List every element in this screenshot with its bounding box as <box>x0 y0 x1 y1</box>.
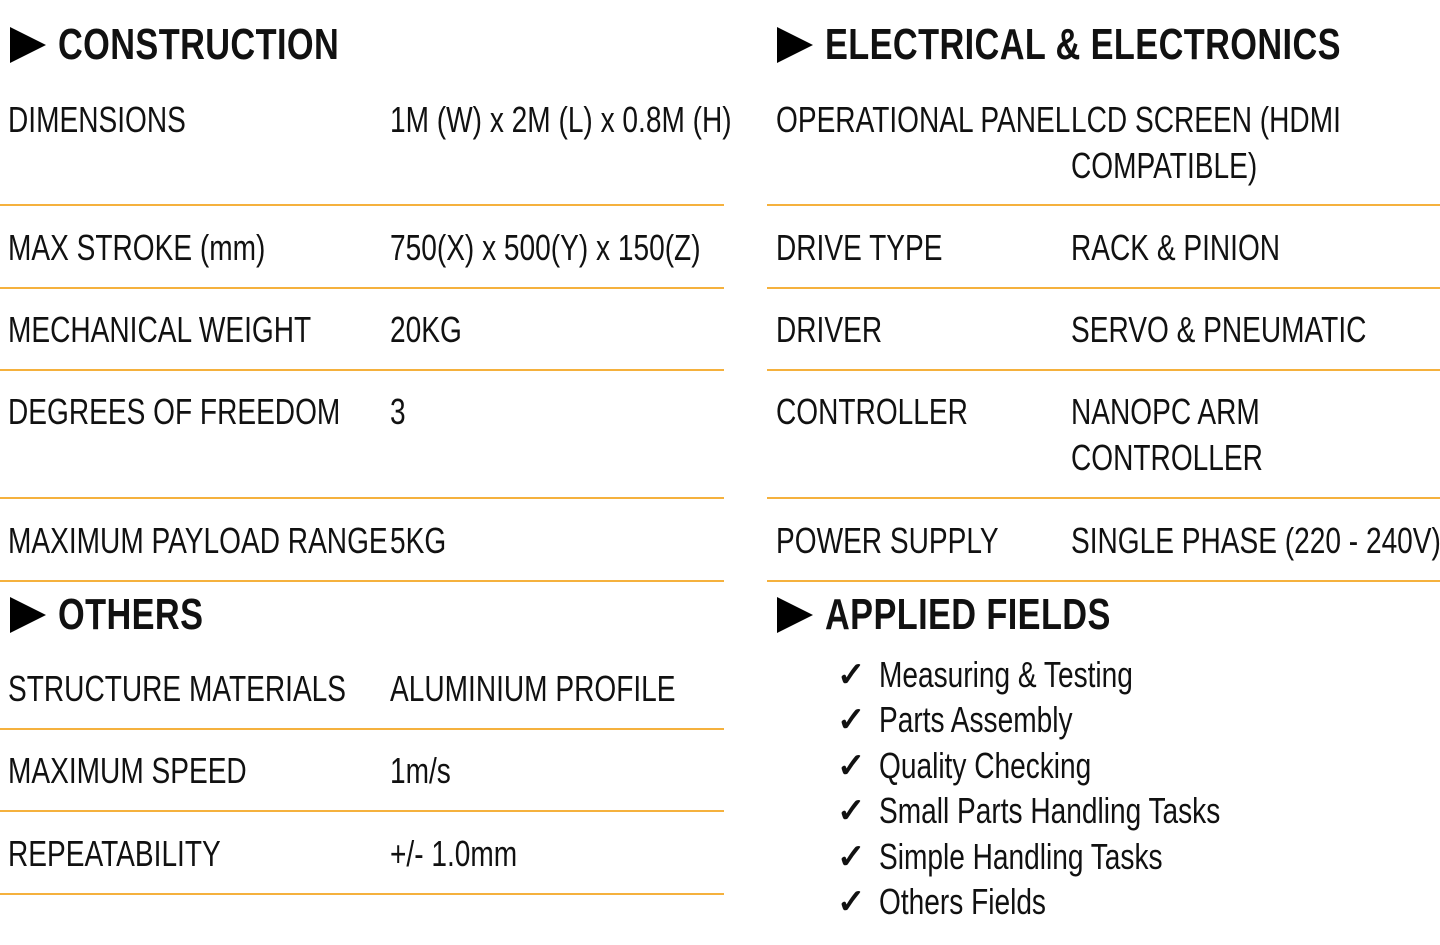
check-icon: ✓ <box>837 792 866 830</box>
triangle-bullet-icon <box>10 597 46 633</box>
spec-label: OPERATIONAL PANEL <box>776 99 1071 140</box>
spec-row: MECHANICAL WEIGHT 20KG <box>0 289 724 371</box>
spec-value: 3 <box>390 391 406 432</box>
spec-label: DRIVE TYPE <box>776 227 943 268</box>
spec-value: 5KG <box>390 520 447 561</box>
spec-value: +/- 1.0mm <box>390 833 518 874</box>
spec-row: DRIVE TYPE RACK & PINION <box>767 206 1440 289</box>
section-title: APPLIED FIELDS <box>825 590 1111 639</box>
spec-row: MAXIMUM SPEED 1m/s <box>0 730 724 812</box>
electrical-heading: ELECTRICAL & ELECTRONICS <box>767 20 1440 70</box>
triangle-bullet-icon <box>777 597 813 633</box>
list-item: ✓ Parts Assembly <box>837 697 1127 743</box>
spec-value: LCD SCREEN (HDMI <box>1071 99 1341 140</box>
construction-heading: CONSTRUCTION <box>0 20 418 70</box>
list-item: ✓ Others Fields <box>837 879 1093 925</box>
spec-row: MAX STROKE (mm) 750(X) x 500(Y) x 150(Z) <box>0 206 724 289</box>
list-item-text: Small Parts Handling Tasks <box>879 790 1221 831</box>
spec-label: MAXIMUM SPEED <box>8 750 247 791</box>
spec-label: POWER SUPPLY <box>776 520 999 561</box>
spec-value: RACK & PINION <box>1071 227 1281 268</box>
triangle-bullet-icon <box>777 27 813 63</box>
spec-row: OPERATIONAL PANEL LCD SCREEN (HDMI COMPAT… <box>767 75 1440 206</box>
check-icon: ✓ <box>837 838 866 876</box>
spec-value: SERVO & PNEUMATIC <box>1071 309 1367 350</box>
others-heading: OTHERS <box>0 590 244 640</box>
section-title: ELECTRICAL & ELECTRONICS <box>825 20 1341 69</box>
spec-value: 1M (W) x 2M (L) x 0.8M (H) <box>390 99 732 140</box>
spec-value: ALUMINIUM PROFILE <box>390 668 676 709</box>
list-item: ✓ Small Parts Handling Tasks <box>837 788 1317 834</box>
list-item-text: Measuring & Testing <box>879 654 1133 695</box>
spec-value: SINGLE PHASE (220 - 240V) <box>1071 520 1440 561</box>
spec-label: MAX STROKE (mm) <box>8 227 266 268</box>
spec-value-line2: CONTROLLER <box>1071 437 1263 478</box>
spec-label: DEGREES OF FREEDOM <box>8 391 341 432</box>
spec-row: DIMENSIONS 1M (W) x 2M (L) x 0.8M (H) <box>0 75 732 206</box>
spec-label: DIMENSIONS <box>8 99 186 140</box>
check-icon: ✓ <box>837 656 866 694</box>
spec-row: STRUCTURE MATERIALS ALUMINIUM PROFILE <box>0 645 724 730</box>
list-item: ✓ Quality Checking <box>837 743 1151 789</box>
spec-value: 1m/s <box>390 750 451 791</box>
list-item: ✓ Measuring & Testing <box>837 652 1205 698</box>
spec-row: REPEATABILITY +/- 1.0mm <box>0 812 724 895</box>
spec-row: CONTROLLER NANOPC ARM CONTROLLER <box>767 371 1440 499</box>
spec-value: NANOPC ARM <box>1071 391 1260 432</box>
spec-label: MAXIMUM PAYLOAD RANGE <box>8 520 388 561</box>
spec-label: DRIVER <box>776 309 883 350</box>
check-icon: ✓ <box>837 747 866 785</box>
applied-fields-heading: APPLIED FIELDS <box>767 590 1191 640</box>
spec-label: MECHANICAL WEIGHT <box>8 309 312 350</box>
spec-row: DEGREES OF FREEDOM 3 <box>0 371 724 499</box>
spec-row: MAXIMUM PAYLOAD RANGE 5KG <box>0 499 724 582</box>
spec-label: REPEATABILITY <box>8 833 221 874</box>
spec-value-line2: COMPATIBLE) <box>1071 145 1258 186</box>
list-item-text: Quality Checking <box>879 745 1092 786</box>
spec-row: DRIVER SERVO & PNEUMATIC <box>767 289 1440 371</box>
section-title: CONSTRUCTION <box>58 20 340 69</box>
electrical-section: ELECTRICAL & ELECTRONICS OPERATIONAL PAN… <box>767 0 1440 945</box>
list-item: ✓ Simple Handling Tasks <box>837 834 1243 880</box>
list-item-text: Simple Handling Tasks <box>879 836 1163 877</box>
construction-section: CONSTRUCTION DIMENSIONS 1M (W) x 2M (L) … <box>0 20 732 895</box>
triangle-bullet-icon <box>10 27 46 63</box>
list-item-text: Parts Assembly <box>879 699 1073 740</box>
spec-value: 20KG <box>390 309 462 350</box>
spec-label: STRUCTURE MATERIALS <box>8 668 347 709</box>
section-title: OTHERS <box>58 590 204 639</box>
check-icon: ✓ <box>837 883 866 921</box>
spec-value: 750(X) x 500(Y) x 150(Z) <box>390 227 701 268</box>
check-icon: ✓ <box>837 701 866 739</box>
spec-label: CONTROLLER <box>776 391 968 432</box>
list-item-text: Others Fields <box>879 881 1046 922</box>
spec-row: POWER SUPPLY SINGLE PHASE (220 - 240V) <box>767 499 1440 582</box>
